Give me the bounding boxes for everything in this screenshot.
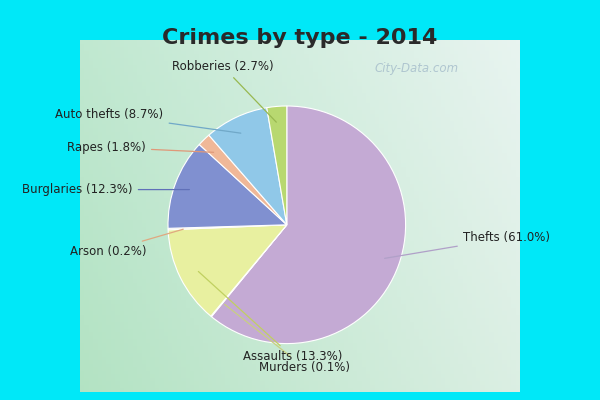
Wedge shape: [168, 225, 287, 316]
Text: Assaults (13.3%): Assaults (13.3%): [199, 272, 342, 363]
Wedge shape: [211, 225, 287, 317]
Text: Arson (0.2%): Arson (0.2%): [70, 229, 183, 258]
Text: Robberies (2.7%): Robberies (2.7%): [172, 60, 277, 122]
Wedge shape: [209, 108, 287, 225]
Text: Auto thefts (8.7%): Auto thefts (8.7%): [55, 108, 241, 133]
Text: Burglaries (12.3%): Burglaries (12.3%): [22, 183, 190, 196]
Text: Rapes (1.8%): Rapes (1.8%): [67, 141, 214, 154]
Wedge shape: [168, 144, 287, 228]
Text: Murders (0.1%): Murders (0.1%): [224, 304, 350, 374]
Text: City-Data.com: City-Data.com: [374, 62, 458, 75]
Text: Crimes by type - 2014: Crimes by type - 2014: [163, 28, 437, 48]
Wedge shape: [168, 225, 287, 230]
Wedge shape: [267, 106, 287, 225]
Text: Thefts (61.0%): Thefts (61.0%): [385, 232, 550, 258]
Wedge shape: [199, 135, 287, 225]
Wedge shape: [211, 106, 406, 344]
